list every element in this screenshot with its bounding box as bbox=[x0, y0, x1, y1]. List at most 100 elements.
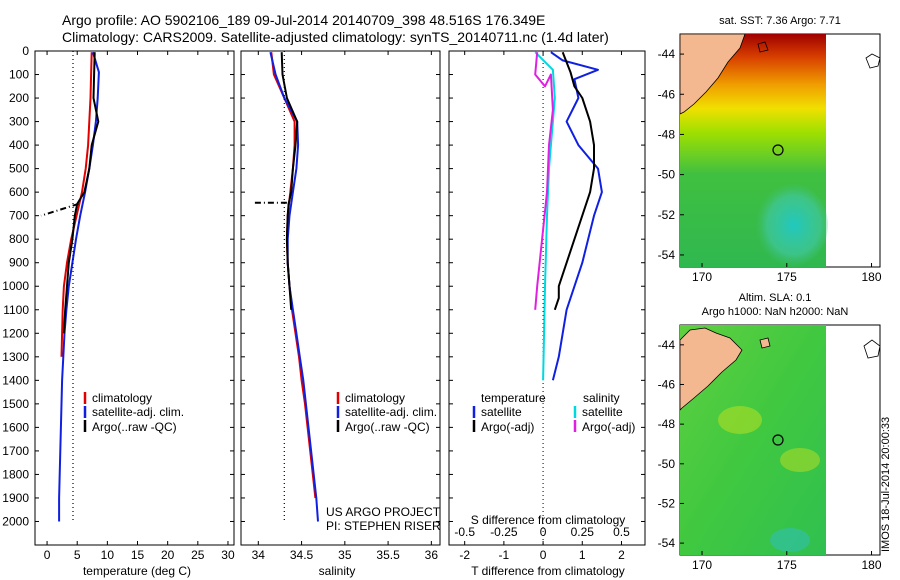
x-tick-label: -2 bbox=[459, 548, 470, 562]
y-tick-label: 1300 bbox=[2, 350, 29, 364]
argo-position-marker bbox=[772, 434, 784, 446]
x-tick-label: -1 bbox=[499, 548, 510, 562]
map-y-tick-label: -48 bbox=[658, 417, 676, 431]
y-tick-label: 0 bbox=[22, 44, 29, 58]
y-tick-label: 200 bbox=[9, 91, 29, 105]
imos-timestamp: IMOS 18-Jul-2014 20:00:33 bbox=[880, 417, 892, 552]
sla-map-ticks: 170 175 180 -44 -46 -48 -50 -52 -54 bbox=[658, 338, 882, 572]
map-x-tick-label: 170 bbox=[692, 558, 712, 572]
salinity-x-label: salinity bbox=[319, 564, 356, 578]
y-tick-label: 700 bbox=[9, 209, 29, 223]
temperature-x-label: temperature (deg C) bbox=[83, 564, 191, 578]
map-x-tick-label: 170 bbox=[692, 270, 712, 284]
y-tick-label: 900 bbox=[9, 256, 29, 270]
s-tick-label: -0.25 bbox=[490, 525, 518, 539]
temperature-legend: climatology satellite-adj. clim. Argo(..… bbox=[83, 391, 184, 434]
series-line-argo-raw-qc bbox=[62, 52, 100, 334]
series-line-argo-adj bbox=[534, 52, 554, 310]
sla-map-title-line2: Argo h1000: NaN h2000: NaN bbox=[702, 306, 849, 318]
map-y-tick-label: -54 bbox=[658, 248, 676, 262]
map-x-tick-label: 175 bbox=[777, 558, 797, 572]
sla-yellow-blob bbox=[718, 406, 762, 434]
plot-frame bbox=[448, 50, 646, 546]
sst-map-ticks: 170 175 180 -44 -46 -48 -50 -52 -54 bbox=[658, 47, 882, 284]
sla-yellow-blob bbox=[780, 448, 820, 472]
map-y-tick-label: -50 bbox=[658, 457, 676, 471]
sst-map-title: sat. SST: 7.36 Argo: 7.71 bbox=[719, 15, 841, 27]
difference-x-label-top: S difference from climatology bbox=[471, 513, 626, 527]
x-tick-label: 5 bbox=[74, 548, 81, 562]
figure-title-line2: Climatology: CARS2009. Satellite-adjuste… bbox=[62, 29, 609, 45]
x-tick-label: 15 bbox=[131, 548, 145, 562]
series-line-climatology bbox=[60, 52, 93, 357]
legend-label-satellite: satellite-adj. clim. bbox=[92, 405, 184, 419]
sst-cold-patch bbox=[752, 183, 828, 267]
coast-island bbox=[759, 337, 771, 349]
y-tick-label: 600 bbox=[9, 185, 29, 199]
map-y-tick-label: -52 bbox=[658, 208, 676, 222]
sla-map: Altim. SLA: 0.1 Argo h1000: NaN h2000: N… bbox=[658, 292, 882, 572]
legend-title-temperature: temperature bbox=[481, 391, 546, 405]
difference-legend: temperature salinity satellite Argo(-adj… bbox=[472, 391, 635, 434]
series-line-argo-raw-qc bbox=[280, 52, 299, 310]
x-tick-label: 36 bbox=[425, 548, 439, 562]
sst-map: sat. SST: 7.36 Argo: 7.71 170 175 180 -44 -4… bbox=[658, 15, 882, 284]
y-tick-label: 1000 bbox=[2, 279, 29, 293]
y-tick-label: 800 bbox=[9, 232, 29, 246]
legend-label-t-argo: Argo(-adj) bbox=[481, 420, 534, 434]
x-tick-label: 20 bbox=[161, 548, 175, 562]
temperature-panel: 0 5 10 15 20 25 300100200300400500600700800900… bbox=[2, 44, 235, 562]
y-tick-label: 1600 bbox=[2, 420, 29, 434]
y-tick-label: 1900 bbox=[2, 491, 29, 505]
y-tick-label: 500 bbox=[9, 162, 29, 176]
map-y-tick-label: -50 bbox=[658, 168, 676, 182]
x-tick-label: 25 bbox=[191, 548, 205, 562]
y-tick-label: 1100 bbox=[3, 303, 29, 317]
series-line-satellite-adj-clim bbox=[58, 51, 100, 522]
y-tick-label: 1700 bbox=[2, 444, 29, 458]
x-tick-label: 35.5 bbox=[376, 548, 400, 562]
legend-label-t-satellite: satellite bbox=[481, 405, 522, 419]
y-tick-label: 2000 bbox=[2, 514, 29, 528]
s-tick-label: 0.5 bbox=[613, 525, 630, 539]
series-line-satellite bbox=[550, 51, 603, 381]
legend-label-satellite: satellite-adj. clim. bbox=[345, 405, 437, 419]
map-y-tick-label: -48 bbox=[658, 127, 676, 141]
difference-x-label: T difference from climatology bbox=[471, 564, 625, 578]
y-tick-label: 1500 bbox=[2, 397, 29, 411]
y-tick-label: 1200 bbox=[2, 326, 29, 340]
map-y-tick-label: -46 bbox=[658, 377, 676, 391]
legend-label-climatology: climatology bbox=[92, 391, 152, 405]
legend-label-argo: Argo(..raw -QC) bbox=[92, 420, 177, 434]
argo-position-marker bbox=[772, 144, 784, 156]
x-tick-label: 10 bbox=[101, 548, 115, 562]
map-y-tick-label: -44 bbox=[658, 338, 676, 352]
x-tick-label: 35 bbox=[338, 548, 352, 562]
series-line-satellite bbox=[534, 51, 556, 381]
x-tick-label: 0 bbox=[44, 548, 51, 562]
map-x-tick-label: 175 bbox=[777, 270, 797, 284]
sla-map-title-line1: Altim. SLA: 0.1 bbox=[739, 292, 812, 304]
x-tick-label: 30 bbox=[221, 548, 235, 562]
x-tick-label: 1 bbox=[579, 548, 586, 562]
y-tick-label: 1400 bbox=[2, 373, 29, 387]
coast-island bbox=[757, 41, 769, 53]
s-tick-label: 0.25 bbox=[571, 525, 595, 539]
salinity-panel: 34 34.5 35 35.5 36 bbox=[240, 50, 441, 562]
legend-label-climatology: climatology bbox=[345, 391, 405, 405]
land-new-zealand bbox=[679, 33, 746, 115]
x-tick-label: 2 bbox=[618, 548, 625, 562]
x-tick-label: 0 bbox=[540, 548, 547, 562]
coast-chatham bbox=[865, 53, 881, 69]
y-tick-label: 300 bbox=[9, 115, 29, 129]
legend-label-s-satellite: satellite bbox=[582, 405, 623, 419]
x-tick-label: 34.5 bbox=[290, 548, 314, 562]
legend-label-argo: Argo(..raw -QC) bbox=[345, 420, 430, 434]
plot-frame bbox=[240, 50, 441, 546]
project-credit-line2: PI: STEPHEN RISER bbox=[326, 519, 441, 533]
map-y-tick-label: -52 bbox=[658, 496, 676, 510]
x-tick-label: 34 bbox=[252, 548, 266, 562]
s-tick-label: -0.5 bbox=[454, 525, 475, 539]
